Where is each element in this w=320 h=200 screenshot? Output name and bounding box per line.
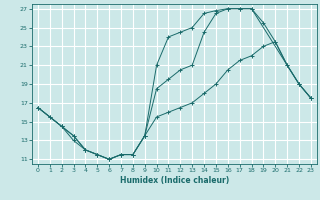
X-axis label: Humidex (Indice chaleur): Humidex (Indice chaleur) bbox=[120, 176, 229, 185]
